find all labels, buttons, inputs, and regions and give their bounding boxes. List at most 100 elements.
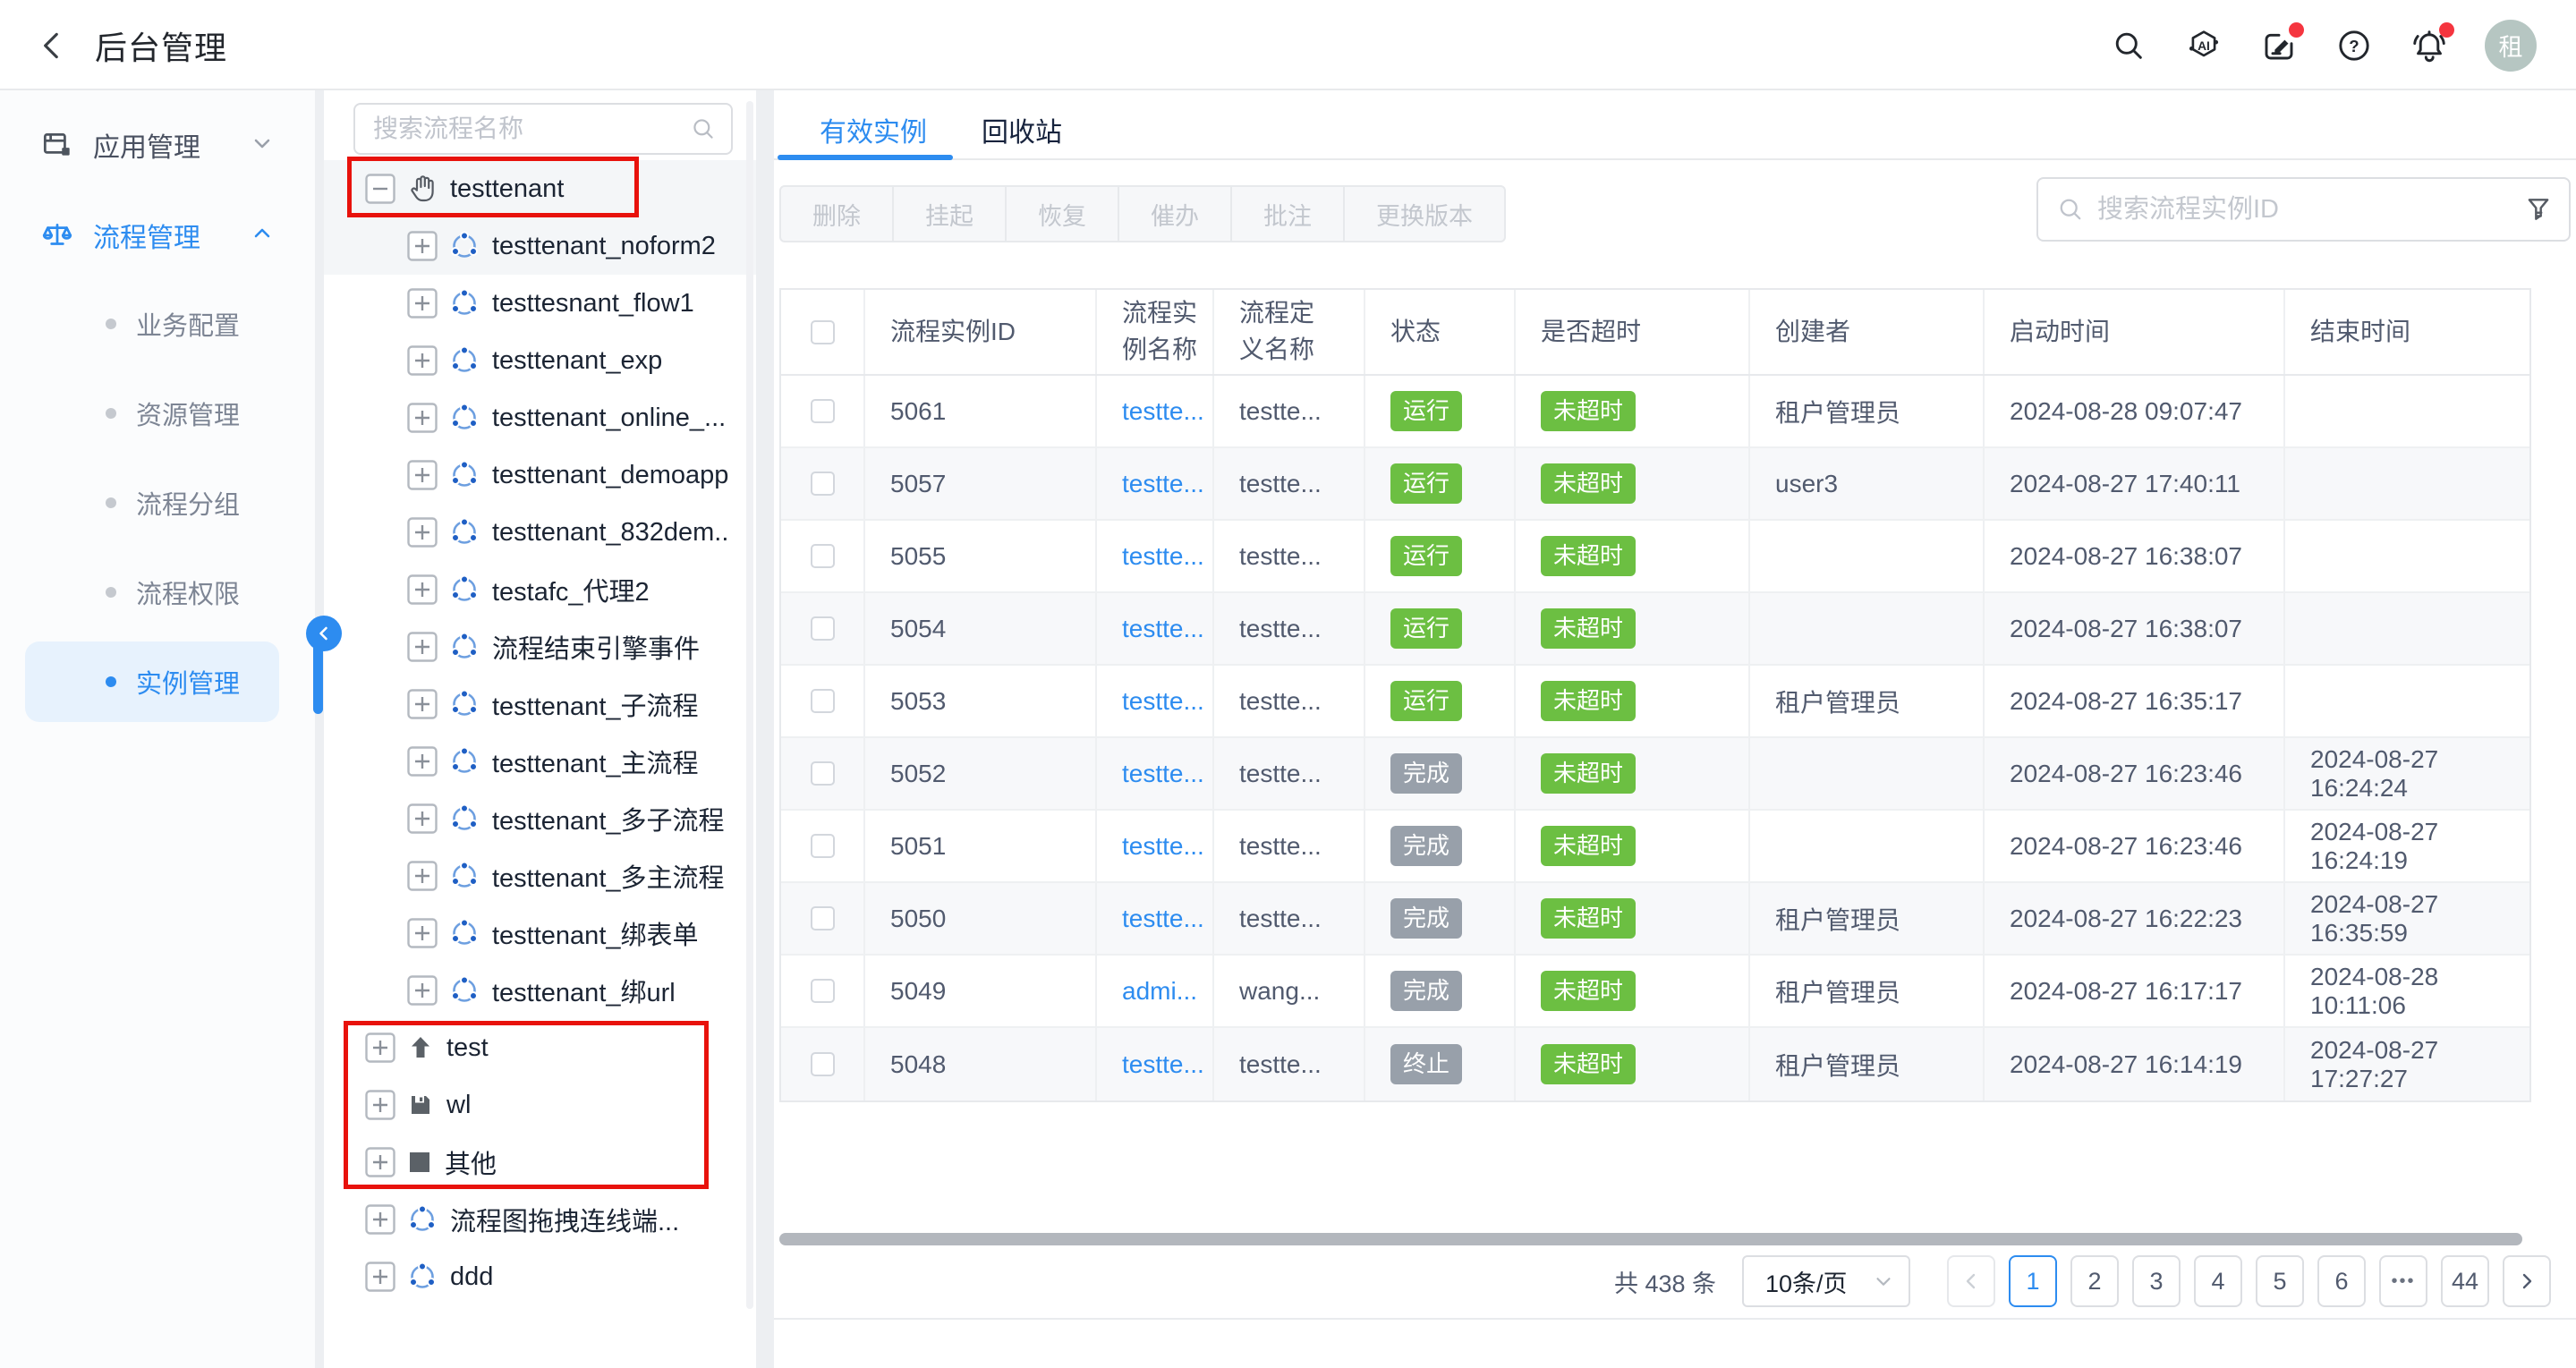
resume-button[interactable]: 恢复: [1007, 187, 1119, 241]
prev-page-button[interactable]: [1947, 1255, 1995, 1307]
horizontal-scrollbar[interactable]: [779, 1233, 2522, 1245]
instance-name-link[interactable]: testte...: [1097, 521, 1214, 591]
bell-icon[interactable]: [2410, 21, 2454, 65]
sidebar-item-process-group[interactable]: 流程分组: [0, 458, 315, 548]
expand-node-icon[interactable]: [365, 1147, 395, 1177]
annotate-button[interactable]: 批注: [1232, 187, 1345, 241]
expand-node-icon[interactable]: [407, 403, 438, 433]
feedback-icon[interactable]: [2259, 21, 2304, 65]
tree-node[interactable]: testtenant_832dem..: [324, 504, 756, 561]
expand-node-icon[interactable]: [407, 975, 438, 1006]
expand-node-icon[interactable]: [365, 1090, 395, 1120]
tree-node[interactable]: test: [324, 1019, 756, 1076]
avatar[interactable]: 租: [2485, 19, 2537, 72]
expand-node-icon[interactable]: [407, 288, 438, 319]
sidebar-item-process-management[interactable]: 流程管理: [0, 204, 315, 267]
row-checkbox[interactable]: [810, 689, 835, 713]
sidebar-item-resource-management[interactable]: 资源管理: [0, 369, 315, 458]
search-icon[interactable]: [2109, 26, 2148, 65]
tree-node[interactable]: testafc_代理2: [324, 561, 756, 618]
expand-node-icon[interactable]: [407, 918, 438, 948]
page-button-2[interactable]: 2: [2070, 1255, 2119, 1307]
tree-node[interactable]: testtenant_demoapp: [324, 446, 756, 504]
tree-node[interactable]: 其他: [324, 1134, 756, 1191]
sidebar-collapse-button[interactable]: [306, 616, 342, 651]
tree-node[interactable]: testtenant_多子流程: [324, 790, 756, 847]
page-button-3[interactable]: 3: [2132, 1255, 2181, 1307]
tree-node[interactable]: testtenant_主流程: [324, 733, 756, 790]
tree-node[interactable]: testtenant_子流程: [324, 676, 756, 733]
instance-name-link[interactable]: testte...: [1097, 738, 1214, 809]
instance-name-link[interactable]: testte...: [1097, 593, 1214, 664]
expand-node-icon[interactable]: [407, 574, 438, 605]
expand-node-icon[interactable]: [407, 803, 438, 834]
page-size-select[interactable]: 10条/页: [1742, 1255, 1910, 1307]
tree-node[interactable]: testtenant_绑表单: [324, 905, 756, 962]
expand-node-icon[interactable]: [365, 1204, 395, 1235]
tree-node[interactable]: testtenant_online_...: [324, 389, 756, 446]
collapse-node-icon[interactable]: [365, 174, 395, 204]
tab-valid-instances[interactable]: 有效实例: [820, 118, 927, 148]
page-button-44[interactable]: 44: [2441, 1255, 2489, 1307]
tree-node[interactable]: ddd: [324, 1248, 756, 1305]
page-button-5[interactable]: 5: [2256, 1255, 2304, 1307]
delete-button[interactable]: 删除: [781, 187, 894, 241]
expand-node-icon[interactable]: [407, 517, 438, 548]
instance-name-link[interactable]: testte...: [1097, 448, 1214, 519]
ai-assistant-icon[interactable]: AI: [2184, 26, 2223, 65]
back-button[interactable]: [32, 26, 72, 65]
expand-node-icon[interactable]: [407, 460, 438, 490]
urge-button[interactable]: 催办: [1119, 187, 1232, 241]
tree-node[interactable]: 流程图拖拽连线端...: [324, 1191, 756, 1248]
row-checkbox[interactable]: [810, 616, 835, 641]
sidebar-item-app-management[interactable]: 应用管理: [0, 114, 315, 176]
tree-node[interactable]: testtenant_exp: [324, 332, 756, 389]
instance-search-input[interactable]: [2097, 194, 2524, 225]
suspend-button[interactable]: 挂起: [894, 187, 1007, 241]
tree-search-input[interactable]: [373, 115, 690, 143]
next-page-button[interactable]: [2503, 1255, 2551, 1307]
select-all-checkbox[interactable]: [810, 319, 835, 344]
instance-name-link[interactable]: testte...: [1097, 1028, 1214, 1100]
page-ellipsis-button[interactable]: •••: [2379, 1255, 2427, 1307]
filter-icon[interactable]: [2524, 195, 2553, 224]
instance-name-link[interactable]: testte...: [1097, 376, 1214, 446]
sidebar-item-instance-management[interactable]: 实例管理: [0, 637, 315, 726]
tree-node[interactable]: testtenant: [324, 160, 756, 217]
page-button-1[interactable]: 1: [2009, 1255, 2057, 1307]
expand-node-icon[interactable]: [365, 1032, 395, 1063]
expand-node-icon[interactable]: [407, 746, 438, 777]
row-checkbox[interactable]: [810, 906, 835, 930]
row-checkbox[interactable]: [810, 399, 835, 423]
page-button-6[interactable]: 6: [2317, 1255, 2366, 1307]
row-checkbox[interactable]: [810, 1052, 835, 1076]
page-button-4[interactable]: 4: [2194, 1255, 2242, 1307]
row-checkbox[interactable]: [810, 544, 835, 568]
expand-node-icon[interactable]: [407, 689, 438, 719]
instance-name-link[interactable]: testte...: [1097, 883, 1214, 954]
sidebar-item-process-permission[interactable]: 流程权限: [0, 548, 315, 637]
row-checkbox[interactable]: [810, 979, 835, 1003]
expand-node-icon[interactable]: [407, 345, 438, 376]
expand-node-icon[interactable]: [407, 861, 438, 891]
tree-node[interactable]: wl: [324, 1076, 756, 1134]
tree-node[interactable]: testtenant_多主流程: [324, 847, 756, 905]
row-checkbox[interactable]: [810, 761, 835, 786]
tree-node[interactable]: testtenant_noform2: [324, 217, 756, 275]
row-checkbox[interactable]: [810, 472, 835, 496]
row-checkbox[interactable]: [810, 834, 835, 858]
sidebar-item-business-config[interactable]: 业务配置: [0, 279, 315, 369]
expand-node-icon[interactable]: [407, 632, 438, 662]
tree-node[interactable]: 流程结束引擎事件: [324, 618, 756, 676]
expand-node-icon[interactable]: [407, 231, 438, 261]
tree-node[interactable]: testtesnant_flow1: [324, 275, 756, 332]
instance-name-link[interactable]: admi...: [1097, 956, 1214, 1026]
change-version-button[interactable]: 更换版本: [1376, 202, 1473, 230]
tab-recycle-bin[interactable]: 回收站: [982, 118, 1062, 148]
instance-name-link[interactable]: testte...: [1097, 811, 1214, 881]
expand-node-icon[interactable]: [365, 1262, 395, 1292]
tree-node[interactable]: testtenant_绑url: [324, 962, 756, 1019]
tree-scrollbar[interactable]: [746, 101, 753, 1309]
help-icon[interactable]: ?: [2334, 26, 2374, 65]
instance-name-link[interactable]: testte...: [1097, 666, 1214, 736]
